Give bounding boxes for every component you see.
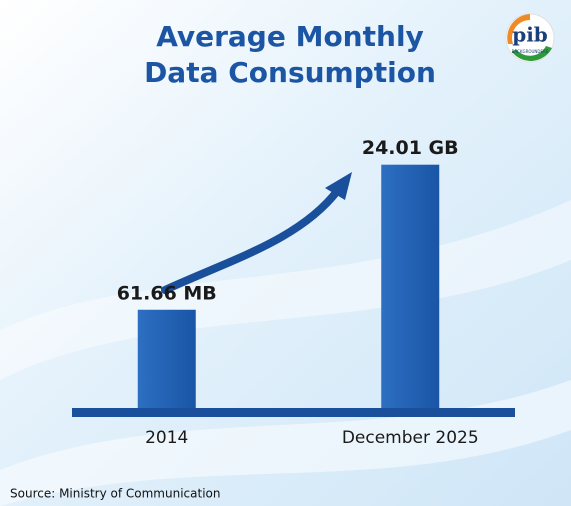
arrow-head: [325, 172, 352, 200]
logo-saffron: [507, 14, 530, 44]
logo-text: pib: [512, 23, 548, 47]
baseline: [72, 408, 515, 417]
chart-title: Average Monthly: [156, 20, 424, 53]
value-label: 61.66 MB: [117, 282, 217, 304]
x-tick-label: December 2025: [342, 428, 479, 448]
bar: [137, 309, 196, 410]
bar: [381, 164, 440, 410]
logo-subtext: BACKGROUNDERS: [512, 49, 549, 54]
chart-title: Data Consumption: [144, 56, 436, 89]
logo-green: [512, 46, 552, 61]
source: Source: Ministry of Communication: [10, 487, 220, 501]
value-label: 24.01 GB: [362, 137, 459, 159]
logo: pib BACKGROUNDERS: [505, 13, 555, 63]
swirl: [0, 380, 571, 506]
trend-arrow: [161, 186, 342, 294]
x-tick-label: 2014: [145, 428, 188, 448]
